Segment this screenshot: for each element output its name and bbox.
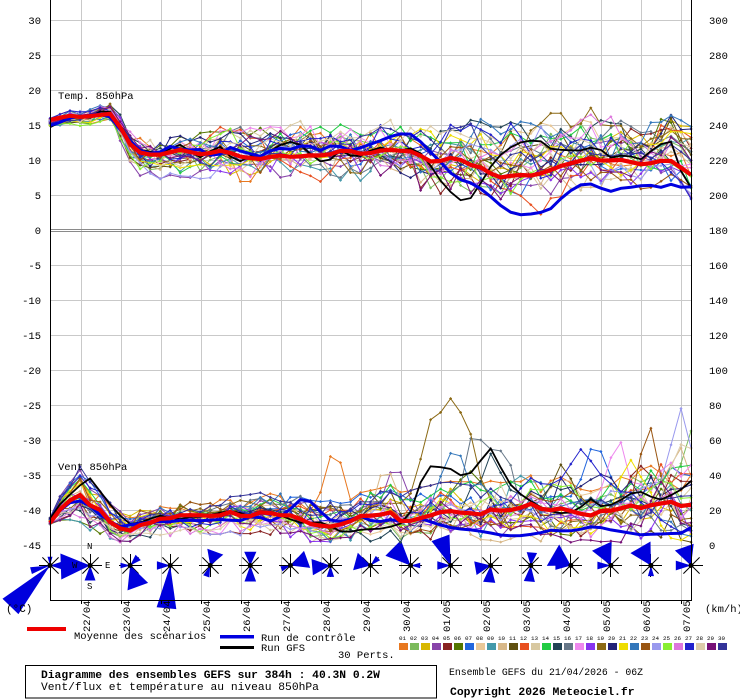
svg-text:30 Perts.: 30 Perts. xyxy=(338,650,395,662)
svg-text:(°C): (°C) xyxy=(6,604,32,616)
svg-text:13: 13 xyxy=(531,635,539,642)
svg-text:26: 26 xyxy=(674,635,682,642)
svg-text:23: 23 xyxy=(641,635,649,642)
svg-text:10: 10 xyxy=(498,635,506,642)
svg-text:300: 300 xyxy=(709,16,728,28)
svg-text:-30: -30 xyxy=(22,436,41,448)
svg-text:260: 260 xyxy=(709,86,728,98)
svg-text:(km/h): (km/h) xyxy=(705,604,740,616)
svg-text:-35: -35 xyxy=(22,471,41,483)
svg-text:20: 20 xyxy=(608,635,616,642)
svg-text:20: 20 xyxy=(28,86,41,98)
svg-text:06/05: 06/05 xyxy=(642,600,654,632)
svg-text:Run de contrôle: Run de contrôle xyxy=(261,633,356,645)
svg-text:11: 11 xyxy=(509,635,517,642)
svg-text:05/05: 05/05 xyxy=(602,600,614,632)
svg-text:28: 28 xyxy=(696,635,704,642)
svg-text:18: 18 xyxy=(586,635,594,642)
svg-text:02: 02 xyxy=(410,635,418,642)
svg-text:Diagramme des ensembles GEFS s: Diagramme des ensembles GEFS sur 384h : … xyxy=(41,670,380,682)
svg-text:02/05: 02/05 xyxy=(482,600,494,632)
svg-text:Copyright 2026 Meteociel.fr: Copyright 2026 Meteociel.fr xyxy=(450,687,635,699)
svg-text:280: 280 xyxy=(709,51,728,63)
svg-text:-20: -20 xyxy=(22,366,41,378)
svg-text:Vent/flux et température au ni: Vent/flux et température au niveau 850hP… xyxy=(41,682,319,694)
svg-text:200: 200 xyxy=(709,191,728,203)
svg-text:30: 30 xyxy=(28,16,41,28)
svg-text:60: 60 xyxy=(709,436,722,448)
svg-text:27/04: 27/04 xyxy=(282,600,294,632)
svg-text:S: S xyxy=(87,582,92,592)
svg-text:25: 25 xyxy=(28,51,41,63)
svg-text:160: 160 xyxy=(709,261,728,273)
svg-text:24/04: 24/04 xyxy=(162,600,174,632)
svg-text:23/04: 23/04 xyxy=(122,600,134,632)
svg-text:25/04: 25/04 xyxy=(202,600,214,632)
svg-text:120: 120 xyxy=(709,331,728,343)
svg-text:27: 27 xyxy=(685,635,693,642)
svg-text:30: 30 xyxy=(718,635,726,642)
svg-text:14: 14 xyxy=(542,635,550,642)
svg-text:22: 22 xyxy=(630,635,638,642)
svg-text:5: 5 xyxy=(35,191,41,203)
svg-text:12: 12 xyxy=(520,635,528,642)
svg-text:20: 20 xyxy=(709,506,722,518)
svg-text:220: 220 xyxy=(709,156,728,168)
svg-text:-15: -15 xyxy=(22,331,41,343)
svg-text:100: 100 xyxy=(709,366,728,378)
svg-text:01: 01 xyxy=(399,635,407,642)
svg-text:40: 40 xyxy=(709,471,722,483)
svg-text:25: 25 xyxy=(663,635,671,642)
svg-text:Ensemble GEFS du 21/04/2026 -: Ensemble GEFS du 21/04/2026 - 06Z xyxy=(449,667,643,678)
svg-text:28/04: 28/04 xyxy=(322,600,334,632)
svg-text:180: 180 xyxy=(709,226,728,238)
svg-text:-5: -5 xyxy=(28,261,41,273)
svg-text:W: W xyxy=(72,561,78,571)
svg-text:15: 15 xyxy=(553,635,561,642)
svg-text:06: 06 xyxy=(454,635,462,642)
svg-text:10: 10 xyxy=(28,156,41,168)
svg-text:-45: -45 xyxy=(22,541,41,553)
svg-text:-25: -25 xyxy=(22,401,41,413)
svg-text:16: 16 xyxy=(564,635,572,642)
svg-text:04/05: 04/05 xyxy=(562,600,574,632)
svg-text:E: E xyxy=(105,561,110,571)
svg-text:08: 08 xyxy=(476,635,484,642)
svg-text:-10: -10 xyxy=(22,296,41,308)
svg-text:29: 29 xyxy=(707,635,715,642)
svg-text:N: N xyxy=(87,542,92,552)
svg-text:03: 03 xyxy=(421,635,429,642)
svg-text:03/05: 03/05 xyxy=(522,600,534,632)
svg-text:Vent 850hPa: Vent 850hPa xyxy=(58,462,127,474)
svg-text:05: 05 xyxy=(443,635,451,642)
svg-text:04: 04 xyxy=(432,635,440,642)
svg-text:07: 07 xyxy=(465,635,473,642)
svg-text:29/04: 29/04 xyxy=(362,600,374,632)
svg-text:30/04: 30/04 xyxy=(402,600,414,632)
svg-text:24: 24 xyxy=(652,635,660,642)
svg-text:01/05: 01/05 xyxy=(442,600,454,632)
svg-text:07/05: 07/05 xyxy=(682,600,694,632)
svg-text:19: 19 xyxy=(597,635,605,642)
svg-text:240: 240 xyxy=(709,121,728,133)
svg-text:09: 09 xyxy=(487,635,495,642)
svg-text:0: 0 xyxy=(709,541,715,553)
svg-text:-40: -40 xyxy=(22,506,41,518)
svg-text:Temp. 850hPa: Temp. 850hPa xyxy=(58,91,134,103)
svg-text:21: 21 xyxy=(619,635,627,642)
svg-text:15: 15 xyxy=(28,121,41,133)
svg-text:140: 140 xyxy=(709,296,728,308)
svg-text:26/04: 26/04 xyxy=(242,600,254,632)
svg-text:17: 17 xyxy=(575,635,583,642)
svg-text:0: 0 xyxy=(35,226,41,238)
svg-text:Moyenne des scénarios: Moyenne des scénarios xyxy=(74,631,206,643)
svg-text:Run GFS: Run GFS xyxy=(261,643,305,655)
svg-text:22/04: 22/04 xyxy=(82,600,94,632)
svg-text:80: 80 xyxy=(709,401,722,413)
